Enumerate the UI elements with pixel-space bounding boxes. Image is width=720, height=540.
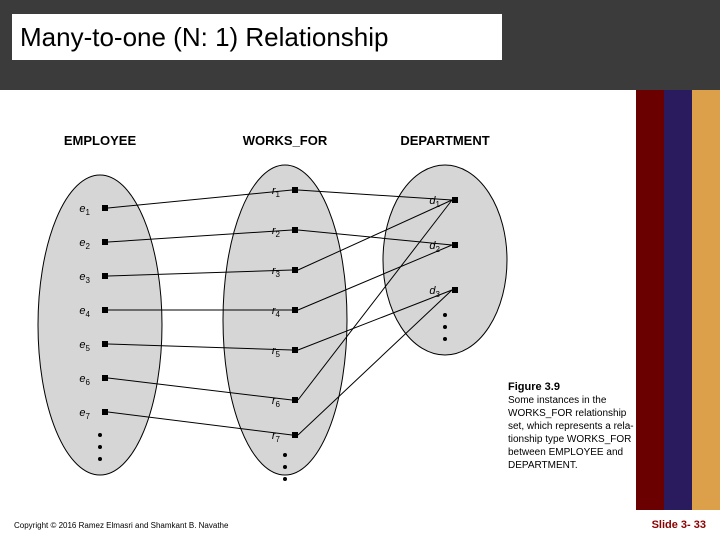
employee-set bbox=[38, 175, 162, 475]
header-bar: Many-to-one (N: 1) Relationship bbox=[0, 0, 720, 90]
node-marker bbox=[452, 242, 458, 248]
figure-caption-line: set, which represents a rela- bbox=[508, 421, 634, 432]
continuation-dot bbox=[98, 433, 102, 437]
continuation-dot bbox=[283, 465, 287, 469]
column-label: DEPARTMENT bbox=[400, 133, 489, 148]
node-marker bbox=[102, 273, 108, 279]
continuation-dot bbox=[443, 313, 447, 317]
figure-caption-line: WORKS_FOR relationship bbox=[508, 408, 627, 419]
node-marker bbox=[292, 307, 298, 313]
continuation-dot bbox=[98, 445, 102, 449]
right-rail bbox=[636, 90, 720, 510]
rail-stripe bbox=[636, 90, 664, 510]
node-marker bbox=[452, 197, 458, 203]
figure-caption-line: between EMPLOYEE and bbox=[508, 447, 623, 458]
figure-caption-line: tionship type WORKS_FOR bbox=[508, 434, 631, 445]
slide-title: Many-to-one (N: 1) Relationship bbox=[20, 22, 389, 53]
copyright-text: Copyright © 2016 Ramez Elmasri and Shamk… bbox=[14, 521, 228, 530]
relationship-diagram: EMPLOYEEWORKS_FORDEPARTMENTe1e2e3e4e5e6e… bbox=[0, 90, 636, 510]
node-marker bbox=[102, 375, 108, 381]
figure-caption-line: DEPARTMENT. bbox=[508, 460, 578, 471]
continuation-dot bbox=[443, 325, 447, 329]
diagram-area: EMPLOYEEWORKS_FORDEPARTMENTe1e2e3e4e5e6e… bbox=[0, 90, 636, 510]
column-label: EMPLOYEE bbox=[64, 133, 137, 148]
node-marker bbox=[452, 287, 458, 293]
slide-number: Slide 3- 33 bbox=[652, 519, 706, 531]
node-marker bbox=[102, 409, 108, 415]
footer: Copyright © 2016 Ramez Elmasri and Shamk… bbox=[0, 510, 720, 540]
continuation-dot bbox=[283, 477, 287, 481]
continuation-dot bbox=[98, 457, 102, 461]
continuation-dot bbox=[283, 453, 287, 457]
node-marker bbox=[292, 267, 298, 273]
node-marker bbox=[102, 307, 108, 313]
title-box: Many-to-one (N: 1) Relationship bbox=[12, 14, 502, 60]
node-marker bbox=[102, 341, 108, 347]
node-marker bbox=[292, 397, 298, 403]
node-marker bbox=[102, 239, 108, 245]
figure-caption-line: Some instances in the bbox=[508, 395, 607, 406]
column-label: WORKS_FOR bbox=[243, 133, 328, 148]
node-marker bbox=[102, 205, 108, 211]
node-marker bbox=[292, 227, 298, 233]
figure-number: Figure 3.9 bbox=[508, 381, 560, 393]
continuation-dot bbox=[443, 337, 447, 341]
rail-stripe bbox=[664, 90, 692, 510]
node-marker bbox=[292, 187, 298, 193]
node-marker bbox=[292, 432, 298, 438]
node-marker bbox=[292, 347, 298, 353]
rail-stripe bbox=[692, 90, 720, 510]
